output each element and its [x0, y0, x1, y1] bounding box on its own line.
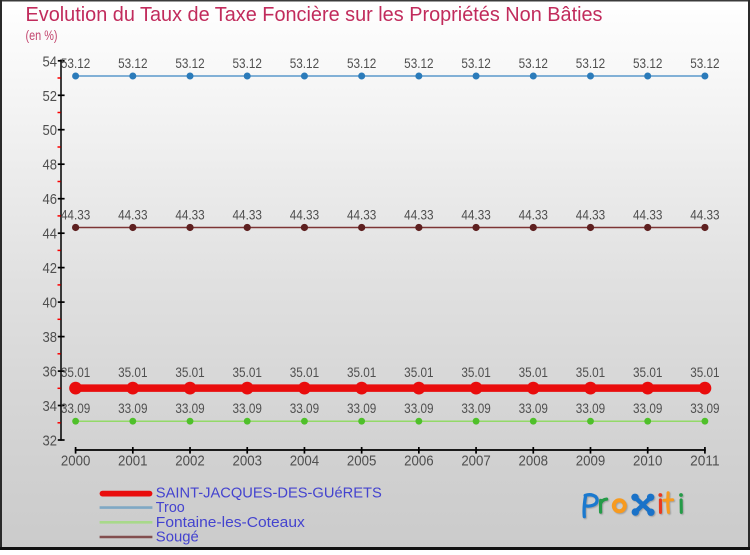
svg-text:35.01: 35.01: [690, 365, 719, 381]
svg-text:53.12: 53.12: [404, 56, 433, 72]
svg-text:33.09: 33.09: [690, 401, 719, 417]
svg-text:2009: 2009: [576, 453, 606, 470]
svg-text:53.12: 53.12: [290, 56, 319, 72]
svg-text:38: 38: [43, 329, 58, 346]
svg-text:42: 42: [43, 260, 58, 277]
svg-text:33.09: 33.09: [404, 401, 433, 417]
svg-text:35.01: 35.01: [576, 365, 605, 381]
svg-text:2011: 2011: [690, 453, 720, 470]
svg-text:35.01: 35.01: [633, 365, 662, 381]
svg-text:44.33: 44.33: [347, 207, 376, 223]
svg-text:48: 48: [43, 157, 58, 174]
svg-text:54: 54: [43, 53, 58, 70]
svg-text:40: 40: [43, 295, 58, 312]
svg-text:44.33: 44.33: [690, 207, 719, 223]
svg-text:35.01: 35.01: [290, 365, 319, 381]
svg-text:35.01: 35.01: [461, 365, 490, 381]
svg-text:33.09: 33.09: [461, 401, 490, 417]
svg-text:44.33: 44.33: [118, 207, 147, 223]
svg-text:44.33: 44.33: [233, 207, 262, 223]
svg-text:53.12: 53.12: [347, 56, 376, 72]
svg-text:2002: 2002: [175, 453, 205, 470]
svg-text:44.33: 44.33: [461, 207, 490, 223]
svg-text:33.09: 33.09: [118, 401, 147, 417]
svg-text:53.12: 53.12: [519, 56, 548, 72]
svg-text:Sougé: Sougé: [156, 528, 199, 545]
svg-text:33.09: 33.09: [633, 401, 662, 417]
svg-text:50: 50: [43, 122, 58, 139]
svg-text:Evolution du Taux de Taxe Fonc: Evolution du Taux de Taxe Foncière sur l…: [26, 3, 603, 26]
svg-text:35.01: 35.01: [519, 365, 548, 381]
svg-text:SAINT-JACQUES-DES-GUéRETS: SAINT-JACQUES-DES-GUéRETS: [156, 485, 382, 502]
svg-text:44.33: 44.33: [61, 207, 90, 223]
svg-text:52: 52: [43, 88, 58, 105]
svg-text:2010: 2010: [633, 453, 663, 470]
svg-text:44.33: 44.33: [404, 207, 433, 223]
svg-text:33.09: 33.09: [519, 401, 548, 417]
svg-text:36: 36: [43, 364, 58, 381]
svg-text:53.12: 53.12: [233, 56, 262, 72]
svg-text:2008: 2008: [519, 453, 549, 470]
svg-text:2001: 2001: [118, 453, 148, 470]
svg-text:2006: 2006: [404, 453, 434, 470]
svg-text:Troo: Troo: [156, 499, 185, 516]
svg-text:33.09: 33.09: [175, 401, 204, 417]
svg-text:53.12: 53.12: [461, 56, 490, 72]
svg-text:2000: 2000: [61, 453, 91, 470]
svg-text:44.33: 44.33: [633, 207, 662, 223]
svg-text:2003: 2003: [232, 453, 262, 470]
svg-text:53.12: 53.12: [633, 56, 662, 72]
svg-text:53.12: 53.12: [175, 56, 204, 72]
svg-text:44: 44: [43, 226, 58, 243]
svg-text:2005: 2005: [347, 453, 377, 470]
svg-text:53.12: 53.12: [118, 56, 147, 72]
svg-text:44.33: 44.33: [175, 207, 204, 223]
svg-text:2004: 2004: [290, 453, 320, 470]
svg-text:44.33: 44.33: [290, 207, 319, 223]
svg-text:35.01: 35.01: [347, 365, 376, 381]
svg-text:53.12: 53.12: [690, 56, 719, 72]
svg-text:35.01: 35.01: [175, 365, 204, 381]
svg-text:46: 46: [43, 191, 58, 208]
svg-text:35.01: 35.01: [233, 365, 262, 381]
svg-text:44.33: 44.33: [576, 207, 605, 223]
svg-text:33.09: 33.09: [233, 401, 262, 417]
svg-text:35.01: 35.01: [404, 365, 433, 381]
svg-text:53.12: 53.12: [61, 56, 90, 72]
svg-text:34: 34: [43, 398, 58, 415]
svg-text:33.09: 33.09: [576, 401, 605, 417]
svg-text:Fontaine-les-Coteaux: Fontaine-les-Coteaux: [156, 514, 305, 531]
svg-text:33.09: 33.09: [61, 401, 90, 417]
svg-text:33.09: 33.09: [290, 401, 319, 417]
svg-text:(en %): (en %): [26, 28, 58, 43]
svg-text:44.33: 44.33: [519, 207, 548, 223]
svg-text:35.01: 35.01: [61, 365, 90, 381]
svg-text:33.09: 33.09: [347, 401, 376, 417]
svg-text:53.12: 53.12: [576, 56, 605, 72]
svg-text:2007: 2007: [461, 453, 491, 470]
svg-text:32: 32: [43, 433, 58, 450]
svg-text:35.01: 35.01: [118, 365, 147, 381]
